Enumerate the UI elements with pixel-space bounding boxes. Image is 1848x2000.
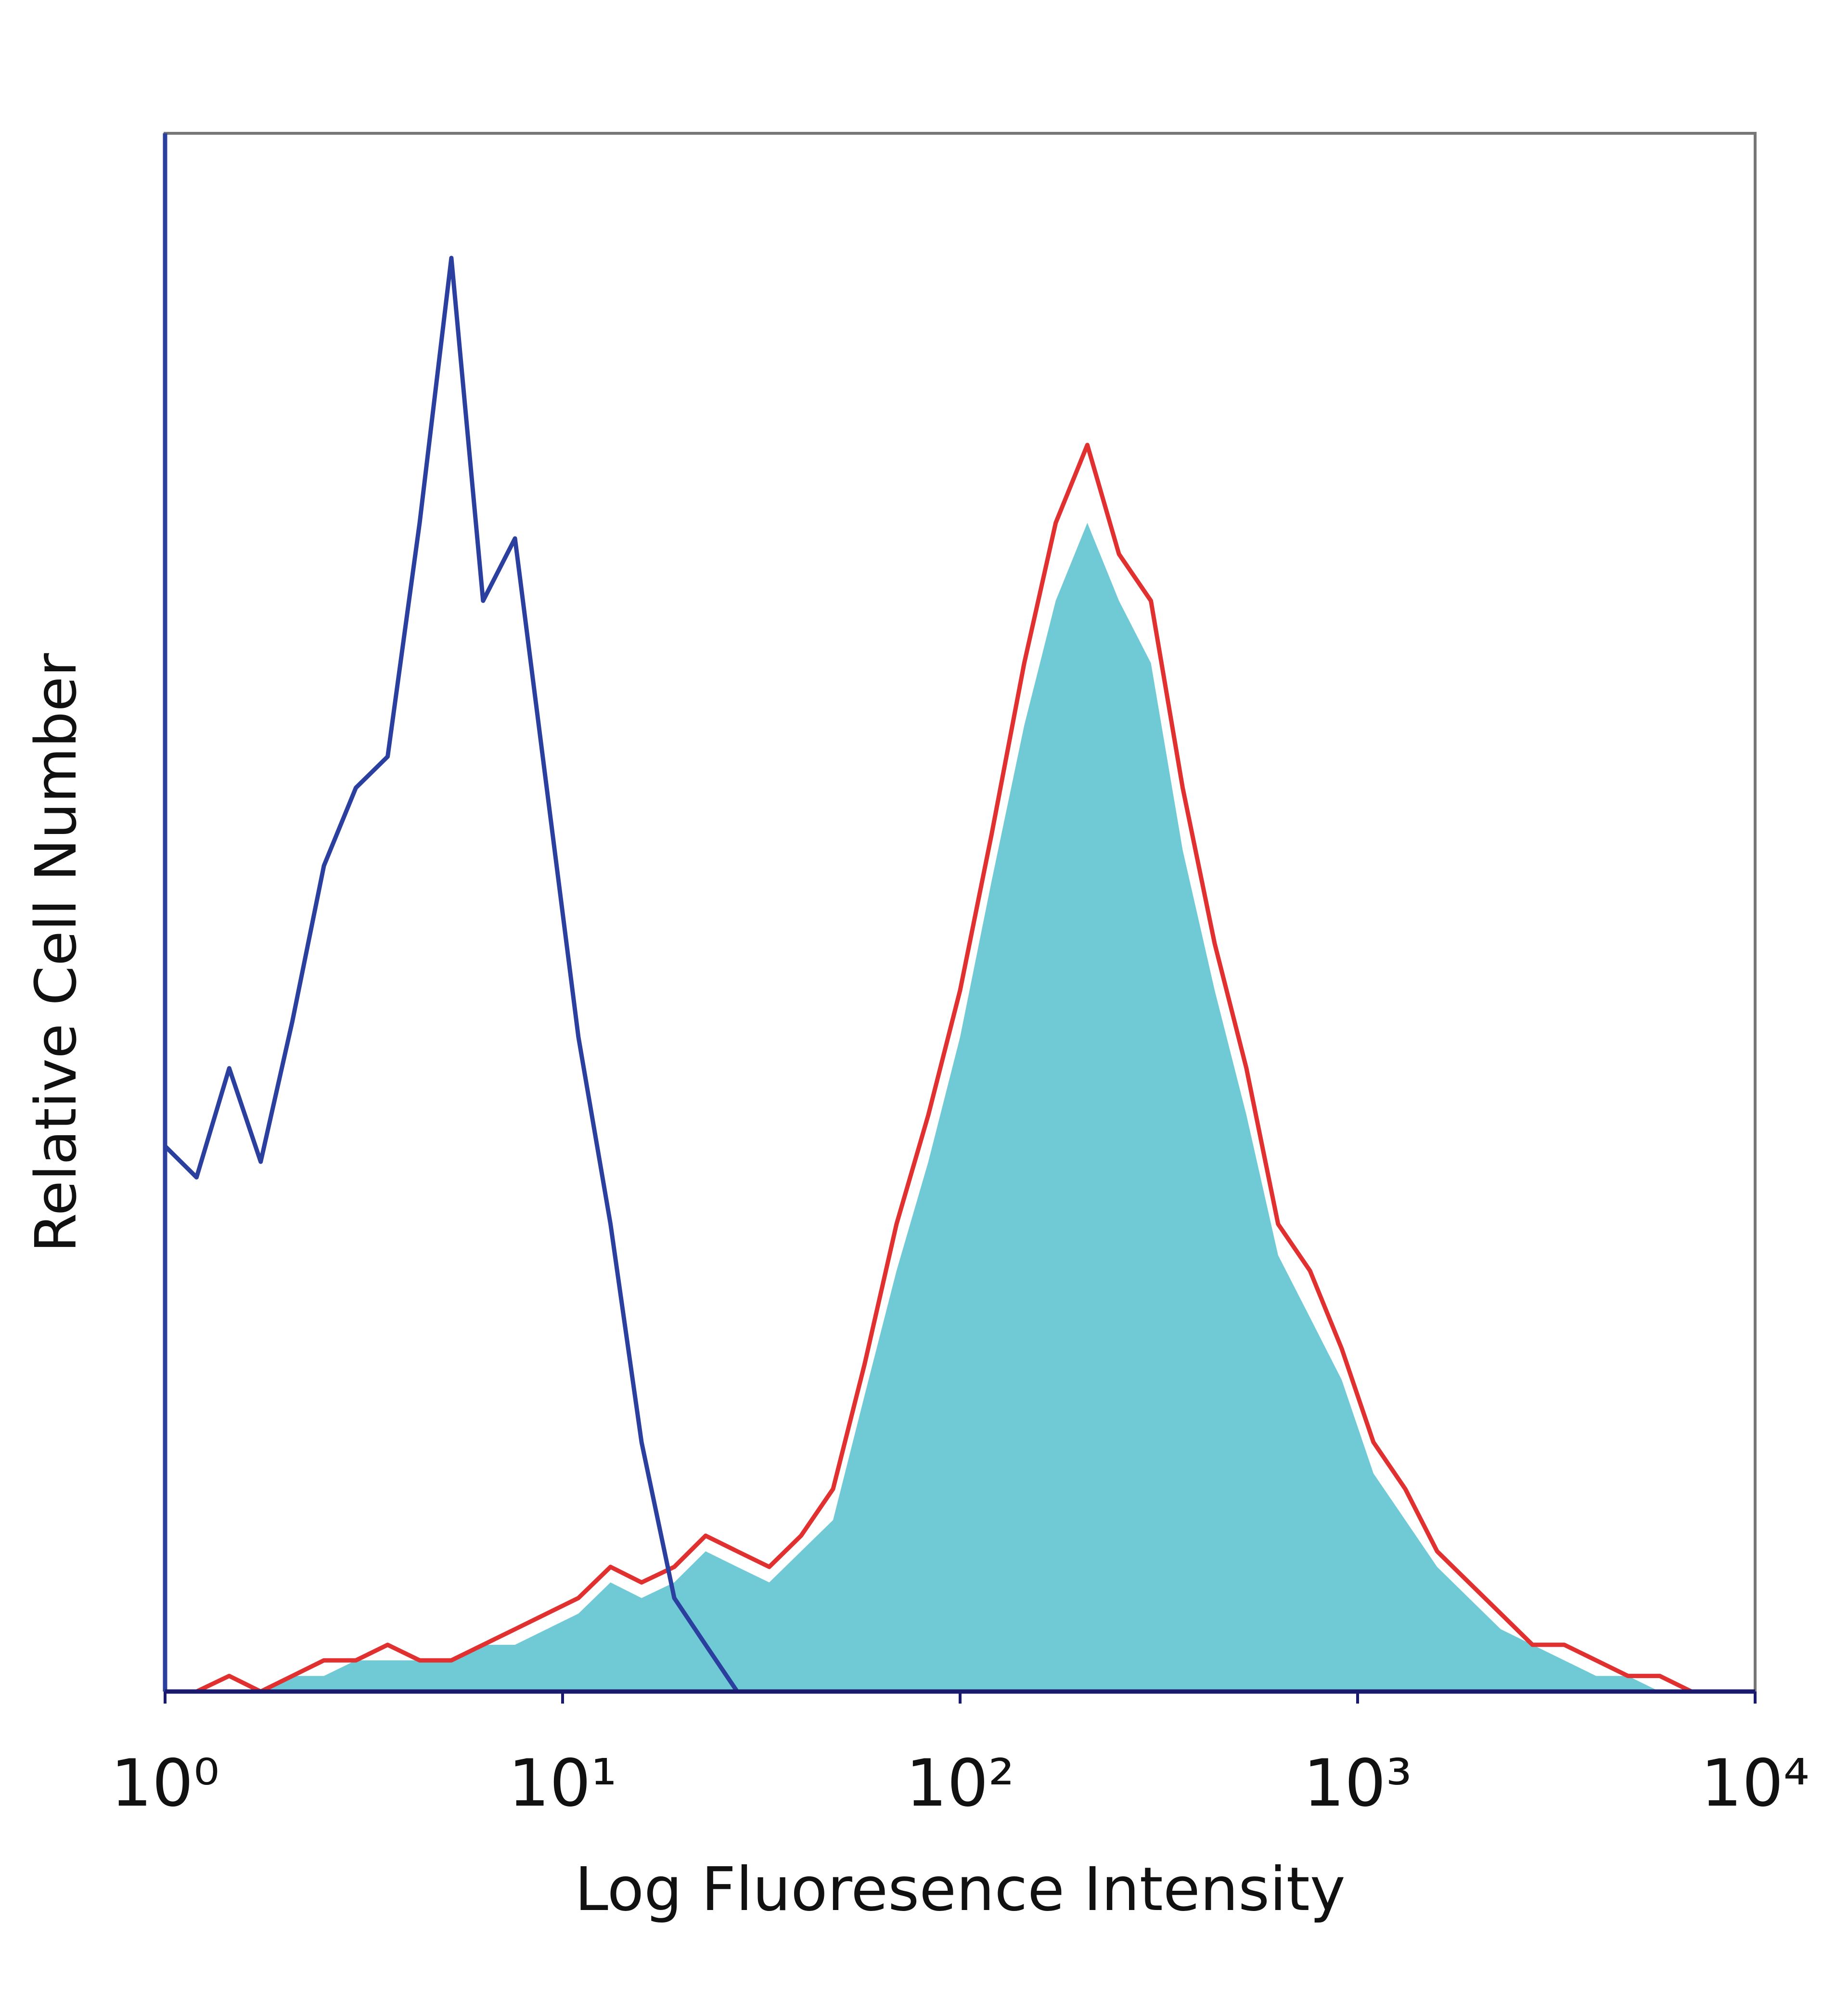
- x-tick-label: 10¹: [508, 1745, 617, 1821]
- x-tick-label: 10²: [906, 1745, 1014, 1821]
- histogram-line: [165, 443, 1723, 1694]
- histogram-area: [165, 523, 1723, 1692]
- x-tick-label: 10⁰: [111, 1745, 219, 1821]
- y-axis-label: Relative Cell Number: [23, 653, 89, 1253]
- x-axis-label: Log Fluoresence Intensity: [575, 1855, 1346, 1924]
- x-tick-label: 10³: [1303, 1745, 1412, 1821]
- x-tick-label: 10⁴: [1701, 1745, 1810, 1821]
